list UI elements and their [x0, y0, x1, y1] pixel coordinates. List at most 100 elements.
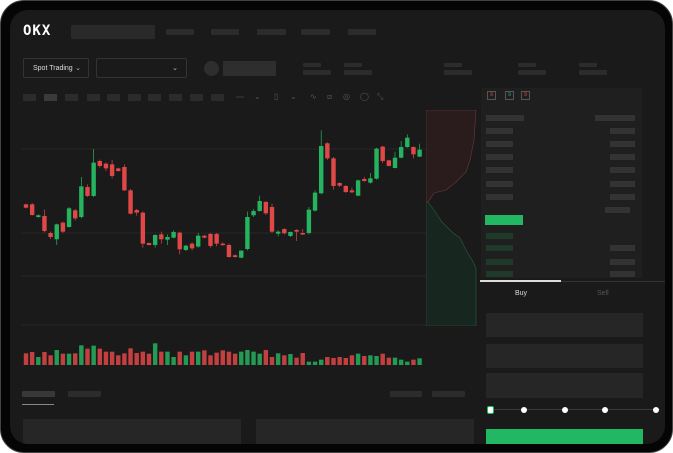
- orderbook-bids-icon[interactable]: ≡: [505, 91, 514, 100]
- volume-bar: [312, 361, 318, 365]
- candle-body: [337, 183, 342, 186]
- sell-tab[interactable]: Sell: [597, 290, 609, 297]
- timeframe-button[interactable]: [211, 94, 224, 101]
- timeframe-button[interactable]: [128, 94, 141, 101]
- orderbook-asks-icon[interactable]: ≡: [521, 91, 530, 100]
- nav-item[interactable]: [301, 29, 330, 35]
- volume-bar: [306, 361, 312, 365]
- candle-type-icon[interactable]: ▯: [274, 92, 279, 101]
- okx-logo[interactable]: OKX: [23, 23, 52, 39]
- timeframe-button[interactable]: [169, 94, 182, 101]
- timeframe-button-active[interactable]: [44, 94, 57, 101]
- timeframe-button[interactable]: [148, 94, 161, 101]
- candle-body: [42, 215, 47, 232]
- search-bar[interactable]: [71, 25, 155, 39]
- volume-bar: [177, 351, 182, 365]
- buy-tab[interactable]: Buy: [515, 290, 528, 297]
- volume-bar: [282, 355, 287, 365]
- volume-bar: [146, 353, 152, 365]
- slider-step-100[interactable]: [653, 407, 659, 413]
- ruler-icon[interactable]: ⧄: [327, 92, 333, 101]
- trading-pair-select[interactable]: ⌄: [96, 58, 187, 78]
- camera-icon[interactable]: ◎: [343, 92, 350, 101]
- volume-bar: [109, 351, 115, 365]
- stat-value: [444, 70, 472, 75]
- volume-bar: [239, 351, 244, 365]
- candle-body: [165, 237, 170, 240]
- chevron-down-icon[interactable]: ⌄: [254, 92, 261, 101]
- stat-value: [579, 70, 607, 75]
- orders-tab-active[interactable]: [22, 391, 55, 397]
- market-type-select[interactable]: Spot Trading ⌄: [23, 58, 89, 78]
- slider-step-50[interactable]: [562, 407, 568, 413]
- divider: [480, 281, 665, 282]
- candle-body: [122, 167, 127, 191]
- timeframe-button[interactable]: [23, 94, 36, 101]
- chevron-down-icon[interactable]: ⌄: [290, 92, 297, 101]
- candle-body: [306, 209, 312, 234]
- total-input[interactable]: [486, 373, 643, 398]
- candle-body: [239, 250, 244, 258]
- slider-step-75[interactable]: [602, 407, 608, 413]
- settings-circle-icon[interactable]: ◯: [360, 92, 369, 101]
- orderbook-panel: ≡ ≡ ≡: [481, 88, 642, 278]
- candle-body: [220, 243, 225, 246]
- candle-body: [85, 187, 90, 196]
- amount-slider-handle[interactable]: [487, 406, 494, 414]
- timeframe-button[interactable]: [107, 94, 120, 101]
- candle-body: [79, 186, 84, 218]
- filter-button[interactable]: [390, 391, 422, 397]
- candle-body: [171, 231, 176, 238]
- volume-bar: [368, 355, 373, 365]
- amount-slider-track[interactable]: [490, 409, 660, 410]
- slider-step-25[interactable]: [521, 407, 527, 413]
- candle-body: [91, 162, 96, 196]
- volume-bar: [257, 353, 262, 365]
- stat-label: [579, 63, 597, 67]
- timeframe-button[interactable]: [190, 94, 203, 101]
- volume-bar: [362, 356, 367, 365]
- volume-bar: [48, 355, 53, 365]
- volume-bar: [245, 350, 250, 365]
- candle-body: [417, 149, 422, 157]
- nav-item[interactable]: [257, 29, 286, 35]
- candlestick-chart[interactable]: [10, 10, 480, 380]
- orders-tab[interactable]: [68, 391, 101, 397]
- candle-body: [214, 233, 219, 244]
- bid-price: [486, 245, 513, 251]
- timeframe-button[interactable]: [87, 94, 100, 101]
- volume-bar: [23, 353, 29, 365]
- nav-item[interactable]: [348, 29, 376, 35]
- timeframe-button[interactable]: [65, 94, 78, 101]
- nav-item[interactable]: [166, 29, 194, 35]
- nav-item[interactable]: [211, 29, 239, 35]
- bid-price: [486, 233, 513, 239]
- candle-body: [232, 255, 238, 258]
- orderbook-both-icon[interactable]: ≡: [487, 91, 496, 100]
- bid-price: [486, 271, 513, 277]
- wave-icon[interactable]: 〰: [236, 93, 244, 102]
- ask-amount: [610, 194, 635, 200]
- volume-bar: [226, 351, 232, 365]
- price-input[interactable]: [486, 313, 643, 337]
- ask-price: [486, 181, 513, 187]
- candle-body: [349, 190, 355, 193]
- candle-body: [103, 163, 109, 169]
- fullscreen-icon[interactable]: ⤡: [377, 92, 384, 101]
- volume-bar: [411, 359, 416, 365]
- volume-bar: [134, 353, 139, 365]
- candle-body: [116, 168, 121, 172]
- stat-label: [444, 63, 462, 67]
- candle-body: [226, 245, 232, 258]
- line-icon[interactable]: ∿: [310, 92, 317, 101]
- volume-bar: [319, 359, 324, 365]
- candle-body: [263, 201, 269, 214]
- candle-body: [140, 212, 146, 244]
- amount-input[interactable]: [486, 344, 643, 368]
- volume-bar: [392, 357, 398, 365]
- volume-bar: [405, 361, 410, 365]
- buy-submit-button[interactable]: [486, 429, 643, 444]
- volume-bar: [263, 350, 269, 365]
- filter-button[interactable]: [432, 391, 465, 397]
- volume-bar: [122, 353, 127, 365]
